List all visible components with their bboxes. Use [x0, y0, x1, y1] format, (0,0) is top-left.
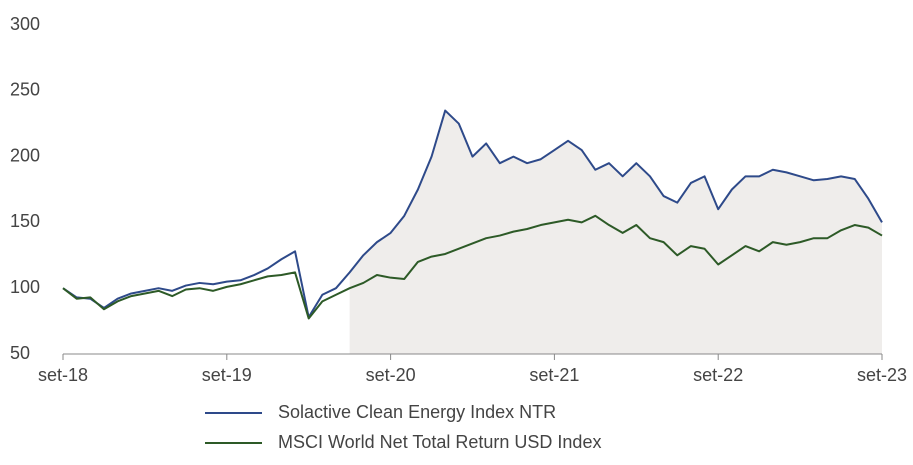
x-tick-label: set-18 — [38, 365, 88, 385]
series-line — [62, 109, 883, 319]
y-tick-label: 300 — [10, 14, 40, 34]
shaded-area — [349, 110, 882, 354]
y-tick-label: 150 — [10, 211, 40, 231]
series-line — [62, 214, 883, 320]
legend-label: Solactive Clean Energy Index NTR — [278, 402, 556, 422]
x-tick-label: set-20 — [366, 365, 416, 385]
y-tick-label: 100 — [10, 277, 40, 297]
x-tick-label: set-23 — [857, 365, 907, 385]
x-tick-label: set-19 — [202, 365, 252, 385]
y-tick-label: 200 — [10, 145, 40, 165]
y-tick-label: 50 — [10, 343, 30, 363]
y-tick-label: 250 — [10, 80, 40, 100]
legend-label: MSCI World Net Total Return USD Index — [278, 432, 601, 452]
x-tick-label: set-21 — [529, 365, 579, 385]
x-tick-label: set-22 — [693, 365, 743, 385]
